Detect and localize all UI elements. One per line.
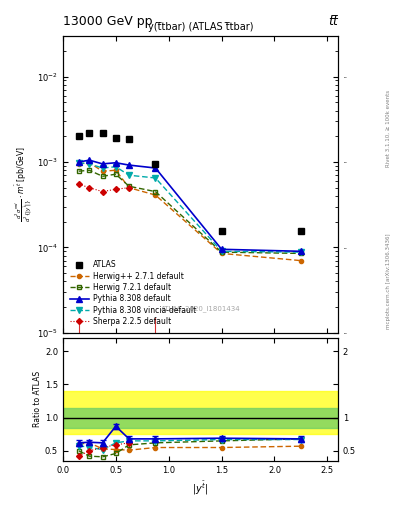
ATLAS [76, 133, 81, 139]
Herwig 7.2.1 default [76, 168, 81, 174]
Herwig++ 2.7.1 default [100, 168, 105, 174]
Herwig++ 2.7.1 default [87, 160, 92, 166]
Herwig++ 2.7.1 default [153, 192, 158, 198]
Line: Sherpa 2.2.5 default: Sherpa 2.2.5 default [77, 182, 131, 194]
Text: tt̅: tt̅ [328, 15, 338, 28]
Sherpa 2.2.5 default [100, 188, 105, 195]
Bar [63, 391, 338, 434]
ATLAS [100, 130, 105, 136]
Pythia 8.308 vincia-default [87, 161, 92, 167]
Herwig 7.2.1 default [299, 250, 303, 257]
Sherpa 2.2.5 default [127, 185, 131, 191]
Herwig++ 2.7.1 default [76, 161, 81, 167]
Pythia 8.308 default [153, 165, 158, 171]
Pythia 8.308 vincia-default [153, 175, 158, 181]
Y-axis label: $\frac{d^2\sigma^{nrd}}{d^2\{|y^{\bar{t}}|\}} \cdot m^{\bar{t}}$ [pb/GeV]: $\frac{d^2\sigma^{nrd}}{d^2\{|y^{\bar{t}… [13, 146, 34, 222]
Text: 13000 GeV pp: 13000 GeV pp [63, 15, 152, 28]
Pythia 8.308 default [219, 246, 224, 252]
Y-axis label: Ratio to ATLAS: Ratio to ATLAS [33, 371, 42, 428]
Herwig 7.2.1 default [153, 188, 158, 195]
ATLAS [219, 228, 224, 234]
Pythia 8.308 vincia-default [76, 160, 81, 166]
Legend: ATLAS, Herwig++ 2.7.1 default, Herwig 7.2.1 default, Pythia 8.308 default, Pythi: ATLAS, Herwig++ 2.7.1 default, Herwig 7.… [67, 258, 199, 329]
Text: mcplots.cern.ch [arXiv:1306.3436]: mcplots.cern.ch [arXiv:1306.3436] [386, 234, 391, 329]
X-axis label: $|y^{\bar{t}}|$: $|y^{\bar{t}}|$ [192, 480, 209, 498]
Pythia 8.308 default [87, 157, 92, 163]
Text: Rivet 3.1.10, ≥ 100k events: Rivet 3.1.10, ≥ 100k events [386, 90, 391, 166]
Pythia 8.308 vincia-default [100, 165, 105, 171]
Pythia 8.308 default [100, 161, 105, 167]
Line: Pythia 8.308 default: Pythia 8.308 default [76, 157, 304, 254]
Herwig++ 2.7.1 default [114, 167, 118, 174]
Pythia 8.308 default [114, 160, 118, 166]
Pythia 8.308 vincia-default [127, 172, 131, 178]
ATLAS [153, 161, 158, 167]
Line: ATLAS: ATLAS [76, 130, 304, 234]
Sherpa 2.2.5 default [76, 181, 81, 187]
Line: Pythia 8.308 vincia-default: Pythia 8.308 vincia-default [76, 160, 304, 255]
Herwig 7.2.1 default [114, 171, 118, 177]
ATLAS [127, 136, 131, 142]
ATLAS [114, 135, 118, 141]
Herwig 7.2.1 default [87, 167, 92, 174]
Bar [63, 408, 338, 428]
Pythia 8.308 vincia-default [114, 164, 118, 170]
Herwig++ 2.7.1 default [219, 250, 224, 257]
Herwig 7.2.1 default [219, 249, 224, 255]
ATLAS [87, 130, 92, 136]
Sherpa 2.2.5 default [114, 186, 118, 193]
Title: y(t̅tbar) (ATLAS t̅tbar): y(t̅tbar) (ATLAS t̅tbar) [148, 23, 253, 32]
Pythia 8.308 default [76, 159, 81, 165]
Pythia 8.308 vincia-default [299, 249, 303, 255]
ATLAS [299, 228, 303, 234]
Line: Herwig 7.2.1 default: Herwig 7.2.1 default [77, 168, 303, 255]
Herwig++ 2.7.1 default [299, 258, 303, 264]
Herwig 7.2.1 default [100, 173, 105, 179]
Sherpa 2.2.5 default [87, 185, 92, 191]
Herwig 7.2.1 default [127, 183, 131, 189]
Herwig++ 2.7.1 default [127, 185, 131, 191]
Pythia 8.308 default [127, 162, 131, 168]
Pythia 8.308 vincia-default [219, 248, 224, 254]
Pythia 8.308 default [299, 248, 303, 254]
Line: Herwig++ 2.7.1 default: Herwig++ 2.7.1 default [77, 161, 303, 263]
Text: ATLAS_2020_I1801434: ATLAS_2020_I1801434 [161, 306, 240, 312]
